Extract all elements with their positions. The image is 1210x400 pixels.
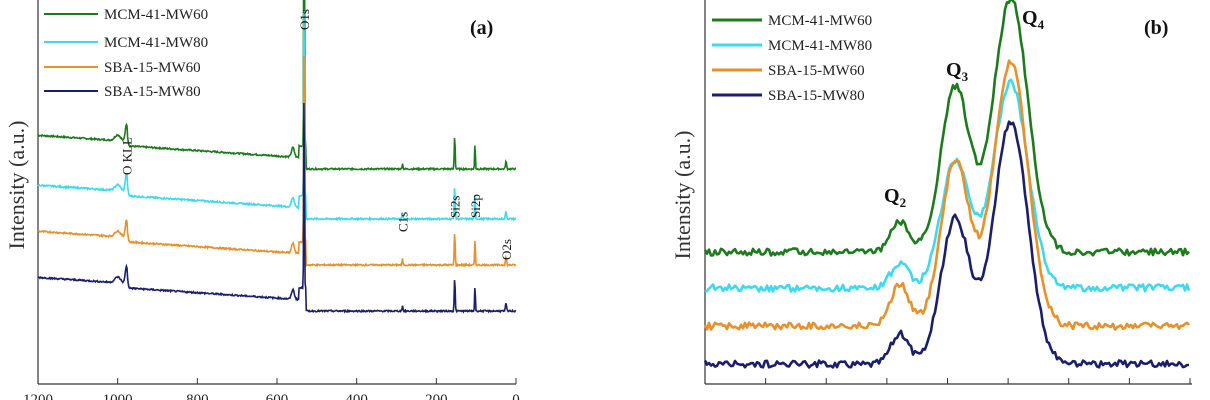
legend-b-label-sba15-mw60: SBA-15-MW60 (768, 63, 865, 79)
panel-a-peak-labels: O KLL O1s C1s Si2s Si2p O2s (119, 9, 514, 260)
panel-b-legend: MCM-41-MW60 MCM-41-MW80 SBA-15-MW60 SBA-… (712, 13, 872, 104)
panel-a-legend: MCM-41-MW60 MCM-41-MW80 SBA-15-MW60 SBA-… (44, 7, 208, 100)
peak-label-si2p: Si2p (468, 194, 483, 218)
panel-b-line-sba-15-mw60 (703, 59, 1190, 331)
panel-b-label: (b) (1144, 17, 1168, 39)
q2-label: Q2 (884, 185, 906, 210)
peak-label-o1s: O1s (297, 9, 312, 30)
q3-label: Q3 (946, 59, 969, 84)
panel-b: Intensity (a.u.) (b) Q2 Q3 Q4 MCM-41-MW6… (670, 0, 1192, 385)
panel-a-x-tick-label: 1200 (23, 392, 53, 400)
panel-a-y-axis-label: Intensity (a.u.) (4, 121, 29, 250)
q4-label: Q4 (1022, 7, 1045, 32)
panel-a: Intensity (a.u.) (a) 1200 1000 800 600 400 20… (4, 0, 520, 400)
legend-label-mcm41-mw80: MCM-41-MW80 (104, 35, 208, 51)
peak-label-si2s: Si2s (448, 196, 463, 218)
legend-b-label-mcm41-mw60: MCM-41-MW60 (768, 13, 872, 29)
legend-label-sba15-mw80: SBA-15-MW80 (104, 84, 201, 100)
legend-label-sba15-mw60: SBA-15-MW60 (104, 60, 201, 76)
panel-a-x-tick-label: 400 (345, 392, 368, 400)
panel-a-line-mcm-41-mw80 (37, 10, 517, 222)
panel-b-ticks (704, 378, 1191, 384)
panel-b-series (703, 0, 1191, 369)
peak-label-o-kll: O KLL (119, 137, 134, 175)
panel-a-line-sba-15-mw80 (37, 102, 517, 314)
panel-a-x-tick-label: 600 (266, 392, 289, 400)
panel-b-y-axis-label: Intensity (a.u.) (670, 131, 695, 260)
panel-b-line-mcm-41-mw60 (703, 0, 1190, 257)
panel-a-line-sba-15-mw60 (37, 55, 517, 269)
panel-a-line-mcm-41-mw60 (37, 0, 517, 172)
panel-b-line-sba-15-mw80 (703, 120, 1189, 369)
panel-a-series (37, 0, 517, 314)
panel-a-x-tick-label: 1000 (103, 392, 133, 400)
legend-b-label-sba15-mw80: SBA-15-MW80 (768, 88, 865, 104)
panel-a-x-tick-label: 200 (425, 392, 448, 400)
panel-a-x-tick-label: 800 (186, 392, 209, 400)
panel-a-ticks: 1200 1000 800 600 400 200 0 (23, 378, 520, 400)
legend-b-label-mcm41-mw80: MCM-41-MW80 (768, 38, 872, 54)
panel-a-label: (a) (470, 17, 493, 39)
peak-label-o2s: O2s (499, 239, 514, 260)
legend-label-mcm41-mw60: MCM-41-MW60 (104, 7, 208, 23)
panel-a-x-tick-label: 0 (512, 392, 520, 400)
peak-label-c1s: C1s (395, 212, 410, 232)
